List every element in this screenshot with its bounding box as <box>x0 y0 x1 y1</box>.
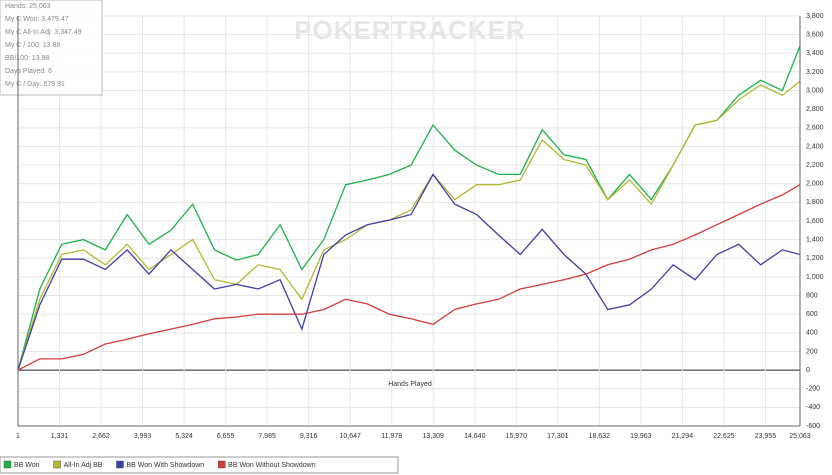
x-tick-label: 15,970 <box>506 433 528 440</box>
x-tick-label: 10,647 <box>339 433 361 440</box>
y-tick-label: 1,800 <box>806 199 824 206</box>
y-tick-label: 2,800 <box>806 106 824 113</box>
series-line <box>17 184 801 371</box>
stats: Hands: 25,063 My C Won: 3,479.47 My C All-… <box>5 3 82 88</box>
stat-line: My C / 100: 13.88 <box>5 42 60 49</box>
stat-line: Days Played: 6 <box>5 68 52 75</box>
y-tick-label: 1,000 <box>806 274 824 281</box>
legend-swatch <box>3 460 12 469</box>
y-tick-label: 600 <box>806 311 818 318</box>
stat-line: BB/100: 13.88 <box>5 55 49 62</box>
x-tick-label: 6,655 <box>217 433 235 440</box>
stat-line: My C / Day: 579.91 <box>5 81 65 88</box>
x-tick-label: 13,309 <box>423 433 445 440</box>
x-tick-label: 18,632 <box>589 433 611 440</box>
legend-swatch <box>116 460 124 469</box>
x-axis-label: Hands Played <box>388 381 432 388</box>
y-tick-label: 3,800 <box>806 13 824 20</box>
x-tick-label: 1,331 <box>51 433 69 440</box>
y-tick-label: -600 <box>806 423 820 430</box>
y-tick-label: 2,000 <box>806 181 824 188</box>
stats-box <box>0 0 103 96</box>
y-tick-label: -200 <box>806 386 820 393</box>
x-tick-label: 25,063 <box>789 433 811 440</box>
y-tick-label: 1,600 <box>806 218 824 225</box>
series-line <box>17 80 801 371</box>
y-tick-label: 1,200 <box>806 255 824 262</box>
legend: BB Won All-In Adj BB BB Won With Showdown B… <box>3 460 316 469</box>
y-tick-label: 200 <box>806 348 818 355</box>
stat-line: My C Won: 3,479.47 <box>5 16 69 23</box>
stat-line: My C All-In Adj: 3,347.49 <box>5 29 82 36</box>
x-tick-label: 21,294 <box>672 433 694 440</box>
grid <box>17 15 801 427</box>
y-tick-label: 2,200 <box>806 162 824 169</box>
legend-label: BB Won With Showdown <box>126 462 204 469</box>
x-tick-label: 22,625 <box>713 433 735 440</box>
lines <box>17 45 801 371</box>
x-tick-label: 14,640 <box>464 433 486 440</box>
x-tick-label: 23,955 <box>755 433 777 440</box>
x-tick-label: 7,985 <box>258 433 276 440</box>
y-tick-label: 3,200 <box>806 69 824 76</box>
stat-line: Hands: 25,063 <box>5 3 51 10</box>
y-tick-label: 400 <box>806 330 818 337</box>
x-tick-label: 1 <box>16 433 20 440</box>
legend-label: BB Won <box>14 462 40 469</box>
y-tick-label: 1,400 <box>806 236 824 243</box>
legend-label: All-In Adj BB <box>64 462 103 469</box>
watermark: POKERTRACKER <box>294 15 526 45</box>
x-tick-label: 9,316 <box>300 433 318 440</box>
y-tick-label: 3,600 <box>806 31 824 38</box>
x-tick-label: 11,978 <box>381 433 402 440</box>
y-tick-label: 800 <box>806 292 818 299</box>
x-tick-label: 19,963 <box>630 433 652 440</box>
legend-swatch <box>217 460 226 469</box>
y-tick-label: -400 <box>806 404 820 411</box>
x-tick-label: 5,324 <box>175 433 193 440</box>
series-line <box>17 173 801 371</box>
legend-box <box>0 456 399 474</box>
x-tick-label: 2,662 <box>92 433 110 440</box>
y-tick-label: 2,600 <box>806 125 824 132</box>
x-tick-label: 3,993 <box>134 433 152 440</box>
legend-label: BB Won Without Showdown <box>228 462 316 469</box>
legend-swatch <box>53 460 61 469</box>
y-tick-label: 3,400 <box>806 50 824 57</box>
x-tick-label: 17,301 <box>547 433 569 440</box>
y-tick-label: 3,000 <box>806 87 824 94</box>
y-tick-label: 0 <box>806 367 810 374</box>
y-tick-label: 2,400 <box>806 143 824 150</box>
